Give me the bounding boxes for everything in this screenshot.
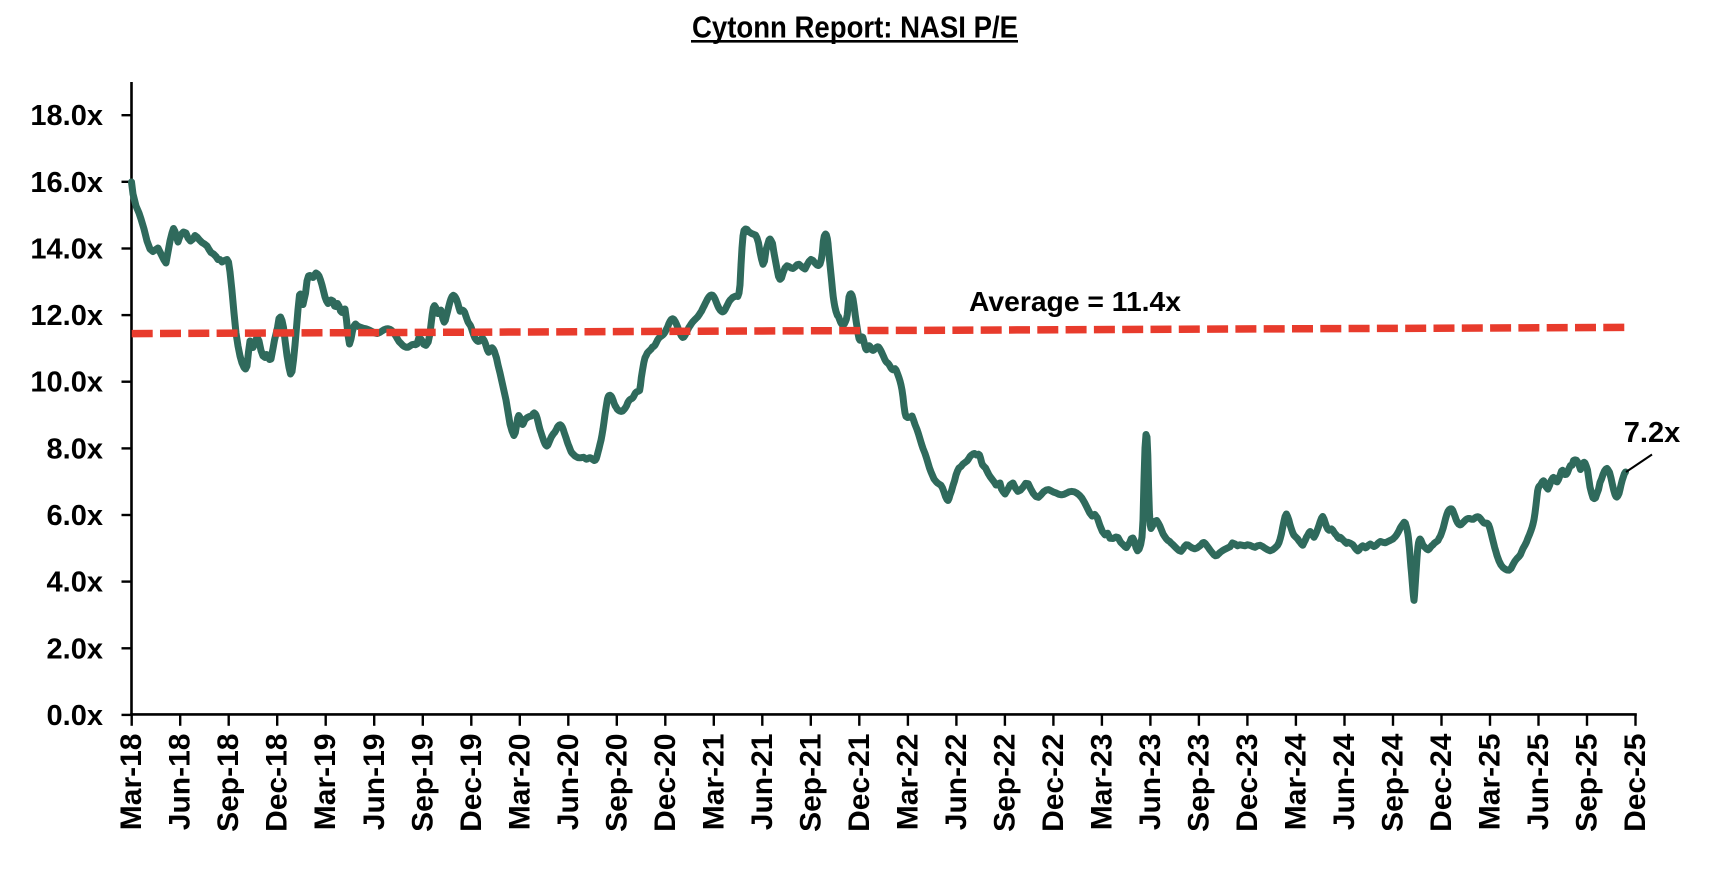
svg-text:Dec-25: Dec-25 bbox=[1619, 734, 1652, 832]
svg-text:Dec-20: Dec-20 bbox=[649, 734, 682, 832]
svg-text:6.0x: 6.0x bbox=[47, 500, 103, 532]
svg-text:18.0x: 18.0x bbox=[30, 100, 103, 132]
svg-text:8.0x: 8.0x bbox=[47, 433, 103, 465]
svg-text:Dec-22: Dec-22 bbox=[1037, 734, 1070, 832]
svg-text:Cytonn Report: NASI P/E: Cytonn Report: NASI P/E bbox=[692, 10, 1018, 45]
svg-text:Jun-22: Jun-22 bbox=[940, 734, 973, 831]
svg-text:Sep-22: Sep-22 bbox=[988, 734, 1021, 832]
svg-text:Sep-18: Sep-18 bbox=[212, 734, 245, 832]
svg-text:10.0x: 10.0x bbox=[30, 367, 103, 399]
svg-text:Jun-24: Jun-24 bbox=[1328, 733, 1361, 830]
svg-text:Sep-23: Sep-23 bbox=[1182, 734, 1215, 832]
svg-text:4.0x: 4.0x bbox=[47, 567, 103, 599]
svg-text:Mar-25: Mar-25 bbox=[1474, 734, 1507, 831]
svg-text:Jun-23: Jun-23 bbox=[1134, 734, 1167, 831]
svg-text:Sep-19: Sep-19 bbox=[406, 734, 439, 832]
svg-text:Average = 11.4x: Average = 11.4x bbox=[969, 286, 1181, 317]
svg-text:Mar-19: Mar-19 bbox=[309, 734, 342, 831]
svg-text:Dec-21: Dec-21 bbox=[843, 734, 876, 832]
svg-text:0.0x: 0.0x bbox=[47, 700, 103, 732]
svg-text:Mar-20: Mar-20 bbox=[503, 734, 536, 831]
svg-text:Dec-19: Dec-19 bbox=[455, 734, 488, 832]
svg-text:Mar-21: Mar-21 bbox=[697, 734, 730, 831]
svg-text:Sep-21: Sep-21 bbox=[794, 734, 827, 832]
svg-text:16.0x: 16.0x bbox=[30, 167, 103, 199]
svg-text:Jun-25: Jun-25 bbox=[1522, 734, 1555, 831]
svg-text:2.0x: 2.0x bbox=[47, 633, 103, 665]
svg-text:Mar-18: Mar-18 bbox=[115, 734, 148, 831]
svg-text:Sep-20: Sep-20 bbox=[600, 734, 633, 832]
svg-text:Jun-20: Jun-20 bbox=[552, 734, 585, 831]
svg-text:12.0x: 12.0x bbox=[30, 300, 103, 332]
svg-text:Dec-23: Dec-23 bbox=[1231, 734, 1264, 832]
svg-text:7.2x: 7.2x bbox=[1624, 417, 1680, 449]
svg-text:Dec-24: Dec-24 bbox=[1425, 733, 1458, 832]
svg-text:Mar-23: Mar-23 bbox=[1085, 734, 1118, 831]
svg-text:Dec-18: Dec-18 bbox=[261, 734, 294, 832]
svg-text:Jun-18: Jun-18 bbox=[164, 734, 197, 831]
svg-text:Sep-25: Sep-25 bbox=[1571, 734, 1604, 832]
svg-text:Mar-24: Mar-24 bbox=[1279, 733, 1312, 830]
svg-text:Mar-22: Mar-22 bbox=[891, 734, 924, 831]
svg-text:Jun-19: Jun-19 bbox=[358, 734, 391, 831]
svg-text:Jun-21: Jun-21 bbox=[746, 734, 779, 831]
svg-text:Sep-24: Sep-24 bbox=[1377, 733, 1410, 832]
svg-text:14.0x: 14.0x bbox=[30, 234, 103, 266]
